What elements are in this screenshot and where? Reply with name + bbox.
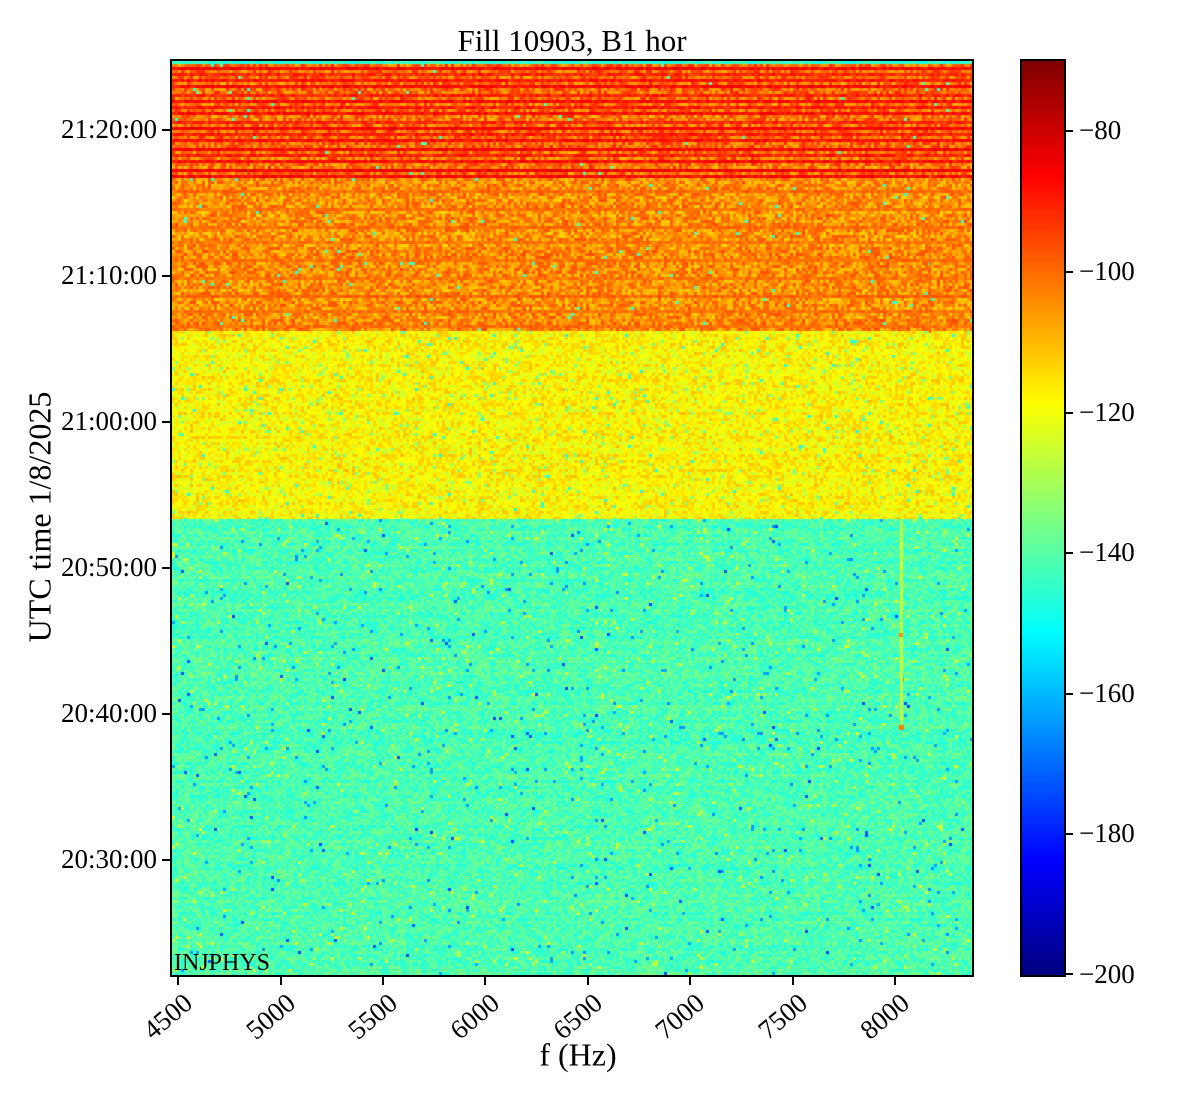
colorbar (1020, 59, 1066, 977)
x-tick-mark (791, 977, 794, 985)
chart-title: Fill 10903, B1 hor (457, 23, 687, 58)
x-tick-label: 5000 (239, 987, 301, 1046)
colorbar-tick-label: −160 (1079, 677, 1135, 708)
colorbar-tick-mark (1066, 130, 1073, 133)
x-tick-label: 4500 (137, 987, 199, 1046)
colorbar-canvas (1022, 61, 1064, 975)
colorbar-tick-label: −180 (1079, 818, 1135, 849)
x-tick-mark (177, 977, 180, 985)
x-tick-mark (689, 977, 692, 985)
colorbar-tick-mark (1066, 973, 1073, 975)
y-tick-mark (162, 566, 170, 569)
y-tick-label: 21:00:00 (60, 405, 157, 436)
beam-mode-annotation: INJPHYS (174, 950, 271, 976)
y-tick-label: 20:50:00 (60, 551, 157, 582)
x-tick-label: 6000 (444, 987, 506, 1046)
colorbar-tick-label: −120 (1079, 396, 1135, 427)
spectrogram-canvas (172, 61, 972, 975)
colorbar-tick-mark (1066, 692, 1073, 695)
x-tick-mark (381, 977, 384, 985)
colorbar-tick-label: −80 (1079, 115, 1122, 146)
x-tick-label: 8000 (854, 987, 915, 1046)
colorbar-tick-mark (1066, 411, 1073, 414)
y-tick-mark (162, 128, 170, 131)
x-tick-mark (484, 977, 487, 985)
colorbar-tick-mark (1066, 833, 1073, 836)
y-tick-mark (162, 420, 170, 423)
colorbar-tick-mark (1066, 552, 1073, 555)
y-tick-mark (162, 712, 170, 715)
x-tick-label: 7500 (751, 987, 813, 1046)
x-tick-mark (893, 977, 896, 985)
x-tick-mark (586, 977, 589, 985)
colorbar-tick-mark (1066, 270, 1073, 273)
colorbar-tick-label: −100 (1079, 255, 1135, 286)
colorbar-tick-label: −140 (1079, 537, 1135, 568)
y-tick-label: 20:30:00 (60, 843, 157, 874)
x-axis-label: f (Hz) (539, 1036, 617, 1073)
y-tick-label: 20:40:00 (60, 697, 157, 728)
y-tick-mark (162, 858, 170, 861)
x-tick-mark (279, 977, 282, 985)
colorbar-tick-label: −200 (1079, 959, 1135, 989)
y-tick-label: 21:20:00 (60, 113, 157, 144)
x-tick-label: 5500 (342, 987, 403, 1046)
y-tick-label: 21:10:00 (60, 259, 157, 290)
x-tick-label: 7000 (649, 987, 711, 1046)
y-tick-mark (162, 274, 170, 277)
spectrogram-plot: INJPHYS (170, 59, 974, 977)
